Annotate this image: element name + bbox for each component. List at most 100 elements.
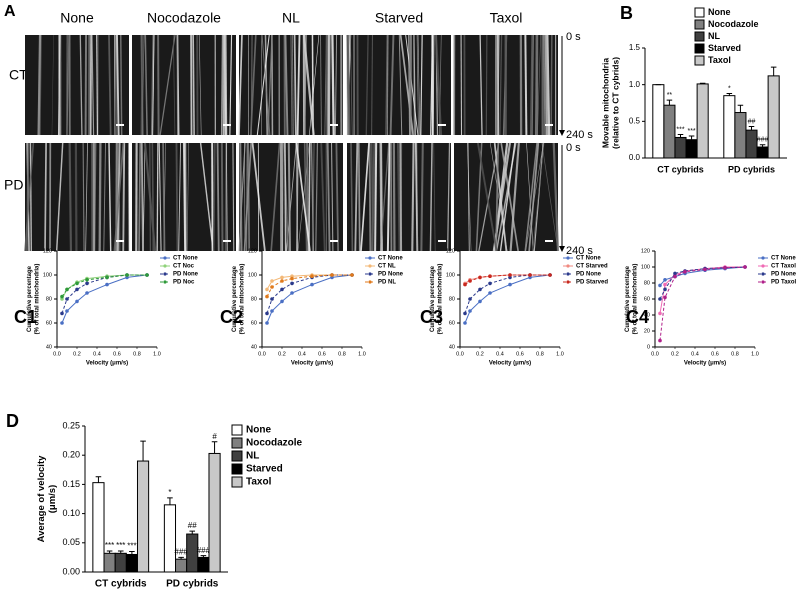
bar <box>103 552 116 573</box>
point <box>658 338 662 343</box>
legend-label: PD None <box>576 272 602 278</box>
bar <box>674 136 687 159</box>
kymo-trace <box>411 142 415 252</box>
line <box>266 274 353 324</box>
kymo-trace <box>533 142 544 252</box>
kymo-trace <box>159 34 176 136</box>
point <box>75 299 79 304</box>
x-tick-label: CT cybrids <box>657 164 704 174</box>
kymo-trace <box>416 34 419 136</box>
legend-swatch <box>694 31 705 42</box>
y-tick-label: 0.10 <box>62 508 80 518</box>
kymo-trace <box>116 34 120 136</box>
kymograph <box>347 35 451 135</box>
line <box>61 274 148 324</box>
y-tick-label: 60 <box>46 320 52 326</box>
legend-swatch <box>231 437 243 449</box>
kymo-trace <box>495 142 500 252</box>
kymo-trace <box>420 142 424 252</box>
legend-label: PD Noc <box>173 280 195 286</box>
kymo-trace <box>212 142 216 252</box>
legend-swatch <box>231 424 243 436</box>
kymo-trace <box>357 142 361 252</box>
x-tick-label: 0.2 <box>476 351 484 357</box>
kymo-trace <box>178 142 182 252</box>
y-tick-label: 40 <box>251 344 257 350</box>
point <box>270 279 274 283</box>
kymo-trace <box>68 142 72 252</box>
y-tick-label: 1.0 <box>629 80 641 89</box>
y-axis-label: Cumulative percentage <box>430 265 436 332</box>
bar <box>175 558 188 573</box>
point <box>488 281 492 286</box>
kymo-trace <box>220 34 224 136</box>
kymo-trace <box>199 142 214 252</box>
error-bar <box>178 556 184 560</box>
legend-marker <box>566 256 570 260</box>
point <box>663 287 667 292</box>
point <box>105 282 109 287</box>
bar <box>734 112 747 159</box>
y-tick-label: 40 <box>644 312 650 318</box>
kymo-trace <box>156 142 159 252</box>
point <box>310 282 314 287</box>
y-tick-label: 40 <box>449 344 455 350</box>
kymo-trace <box>172 34 176 136</box>
panel-label: D <box>6 411 19 431</box>
kymo-trace <box>552 142 560 252</box>
error-bar <box>129 551 135 555</box>
legend-label: NL <box>708 31 720 41</box>
legend-label: CT Noc <box>173 264 195 270</box>
time-label: 240 s <box>566 245 593 257</box>
y-tick-label: 40 <box>46 344 52 350</box>
kymo-trace <box>479 34 483 136</box>
x-tick-label: 0.8 <box>133 351 141 357</box>
bar <box>652 84 665 159</box>
y-tick-label: 0 <box>647 344 650 350</box>
x-tick-label: 0.6 <box>711 351 719 357</box>
time-label: 0 s <box>566 31 581 43</box>
y-tick-label: 0.15 <box>62 479 80 489</box>
annotation: *** <box>116 541 125 550</box>
point <box>658 297 662 301</box>
legend-label: CT None <box>771 256 796 262</box>
kymo-trace <box>44 142 47 252</box>
kymo-trace <box>120 34 123 136</box>
point <box>265 294 269 299</box>
panel-label: B <box>620 3 633 23</box>
error-bar <box>211 441 218 454</box>
line <box>659 266 746 300</box>
kymo-trace <box>192 34 195 136</box>
legend-marker <box>163 280 167 284</box>
legend-marker <box>566 264 570 268</box>
y-axis-label: (μm/s) <box>47 485 58 514</box>
x-tick-label: 0.8 <box>338 351 346 357</box>
kymo-trace <box>392 142 396 252</box>
line <box>266 274 352 314</box>
panel-label: C2 <box>220 307 243 327</box>
error-bar <box>140 440 146 462</box>
kymo-trace <box>447 142 451 252</box>
x-tick-label: PD cybrids <box>166 579 219 589</box>
y-tick-label: 80 <box>46 296 52 302</box>
y-tick-label: 0.5 <box>629 116 641 125</box>
y-axis-label: Cumulative percentage <box>625 265 631 332</box>
point <box>658 283 662 288</box>
legend-label: Nocodazole <box>708 19 759 29</box>
kymo-trace <box>390 142 393 252</box>
point <box>265 287 269 292</box>
kymo-trace <box>544 34 549 136</box>
point <box>125 273 129 277</box>
kymo-trace <box>229 34 233 136</box>
legend-label: CT Starved <box>576 264 608 270</box>
kymographs <box>24 34 560 252</box>
panel-label: C1 <box>14 307 37 327</box>
x-tick-label: CT cybrids <box>95 579 147 589</box>
point <box>743 265 747 269</box>
y-axis-label: Cumulative percentage <box>232 265 238 332</box>
point <box>463 311 467 316</box>
line <box>464 274 551 324</box>
point <box>528 273 532 277</box>
kymo-trace <box>433 142 436 252</box>
